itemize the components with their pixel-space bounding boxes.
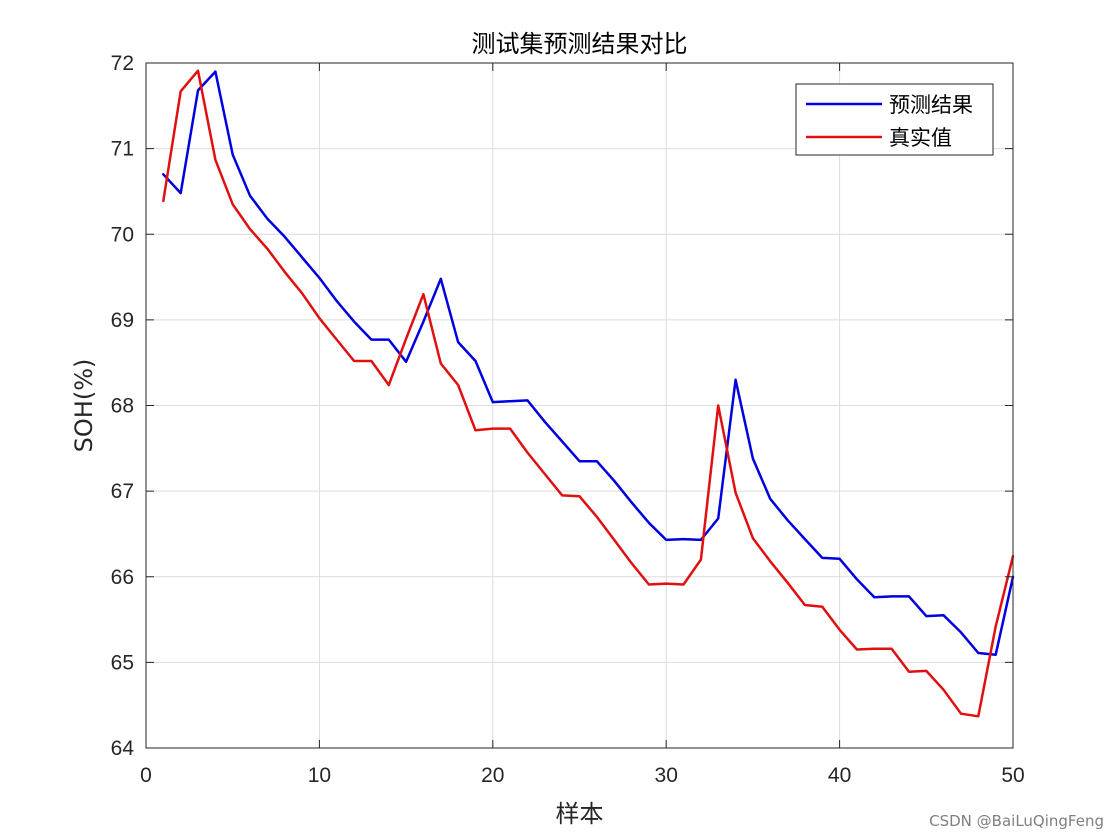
grid-lines — [145, 62, 1014, 749]
legend-box — [795, 83, 994, 156]
legend: 预测结果 真实值 — [795, 83, 994, 156]
y-tick-label: 67 — [111, 480, 134, 503]
series-line-actual — [162, 69, 1015, 718]
x-tick-label: 50 — [1001, 764, 1024, 787]
x-tick-label: 30 — [655, 764, 678, 787]
x-axis-title: 样本 — [556, 800, 604, 828]
legend-label-actual: 真实值 — [889, 126, 952, 150]
x-tick-label: 20 — [481, 764, 504, 787]
x-axis-ticks: 0 10 20 30 40 50 — [140, 63, 1025, 787]
series-line-prediction — [162, 70, 1015, 656]
series-lines — [162, 69, 1015, 718]
y-tick-label: 68 — [111, 395, 134, 418]
y-tick-label: 66 — [111, 566, 134, 589]
x-tick-label: 40 — [828, 764, 851, 787]
y-axis-ticks: 64 65 66 67 68 69 70 71 72 — [111, 52, 1013, 760]
y-tick-label: 65 — [111, 651, 134, 674]
x-tick-label: 0 — [140, 764, 152, 787]
x-tick-label: 10 — [308, 764, 331, 787]
y-tick-label: 72 — [111, 52, 134, 75]
y-axis-title: SOH(%) — [70, 359, 98, 453]
chart-title: 测试集预测结果对比 — [472, 30, 688, 58]
watermark-text: CSDN @BaiLuQingFeng — [929, 812, 1104, 830]
y-tick-label: 64 — [111, 737, 135, 760]
y-tick-label: 69 — [111, 309, 134, 332]
y-tick-label: 70 — [111, 223, 134, 246]
legend-label-prediction: 预测结果 — [889, 93, 973, 117]
y-tick-label: 71 — [111, 138, 134, 161]
